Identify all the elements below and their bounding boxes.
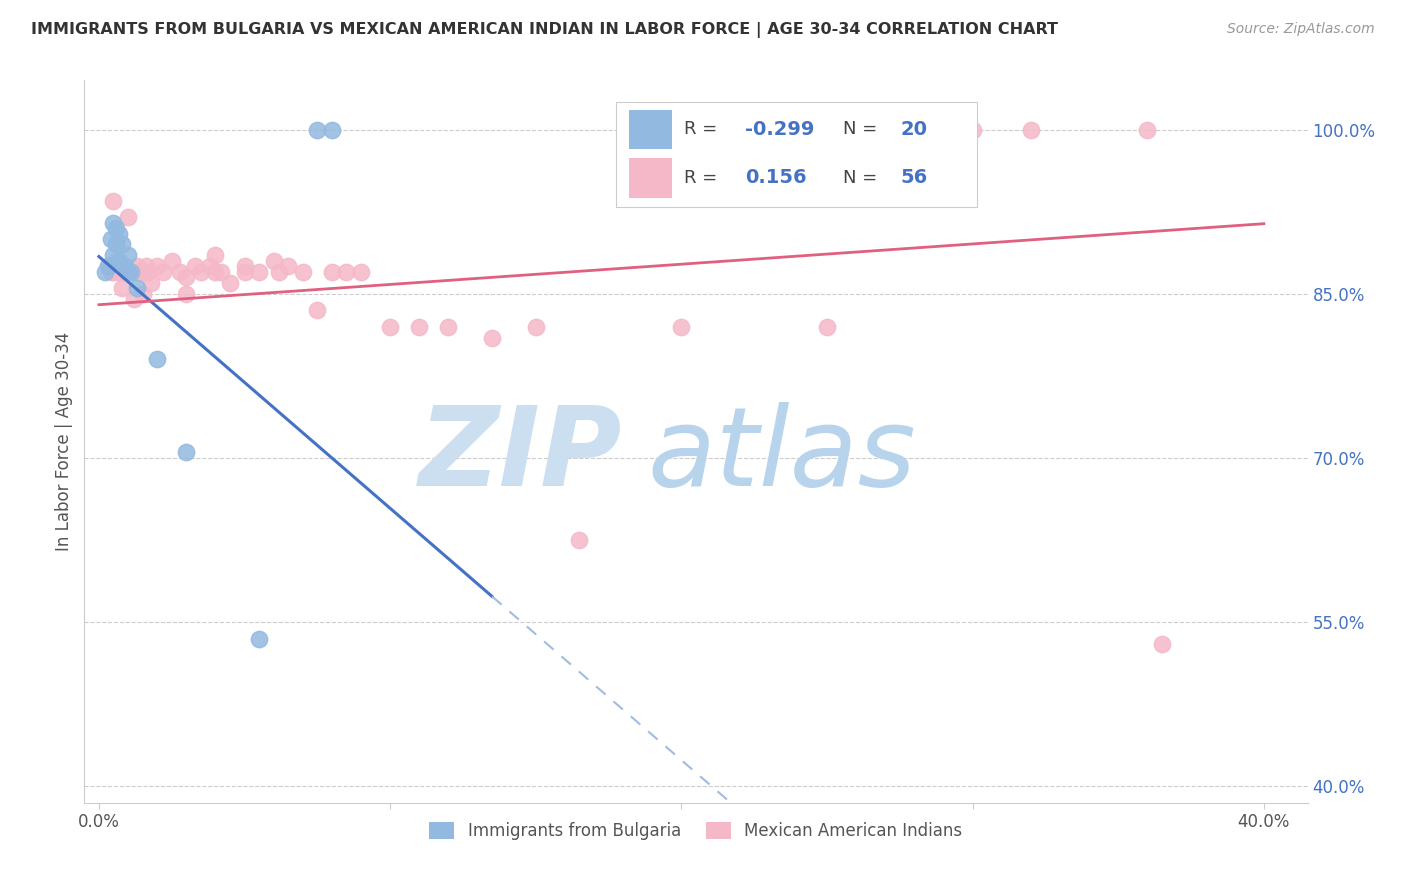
Point — [111, 237, 134, 252]
Point — [97, 260, 120, 274]
Text: 56: 56 — [900, 169, 928, 187]
Point — [138, 265, 160, 279]
Point — [117, 248, 139, 262]
Point — [152, 265, 174, 279]
Point — [350, 265, 373, 279]
Point — [103, 216, 125, 230]
Point — [117, 210, 139, 224]
Point — [204, 248, 226, 262]
Point — [114, 260, 136, 274]
Point — [481, 330, 503, 344]
Point — [209, 265, 232, 279]
Point — [321, 265, 343, 279]
Point — [103, 248, 125, 262]
Point — [307, 303, 329, 318]
Point — [146, 352, 169, 367]
Point — [111, 265, 134, 279]
Point — [671, 319, 693, 334]
Point — [103, 194, 125, 208]
Point — [125, 260, 148, 274]
Point — [103, 265, 125, 279]
FancyBboxPatch shape — [616, 102, 977, 207]
Text: IMMIGRANTS FROM BULGARIA VS MEXICAN AMERICAN INDIAN IN LABOR FORCE | AGE 30-34 C: IMMIGRANTS FROM BULGARIA VS MEXICAN AMER… — [31, 22, 1057, 38]
Point — [93, 265, 115, 279]
Point — [141, 276, 163, 290]
Point — [120, 265, 142, 279]
Point — [125, 281, 148, 295]
Point — [105, 253, 128, 268]
Point — [247, 265, 270, 279]
Point — [269, 265, 291, 279]
Point — [291, 265, 314, 279]
Point — [321, 122, 343, 136]
Text: R =: R = — [683, 120, 723, 138]
Point — [198, 260, 221, 274]
Point — [97, 260, 120, 274]
Text: -0.299: -0.299 — [745, 120, 814, 139]
Point — [131, 286, 153, 301]
Point — [1150, 637, 1173, 651]
Text: Source: ZipAtlas.com: Source: ZipAtlas.com — [1227, 22, 1375, 37]
Point — [247, 632, 270, 646]
Point — [233, 265, 256, 279]
FancyBboxPatch shape — [628, 110, 672, 149]
Point — [108, 227, 131, 241]
Point — [169, 265, 191, 279]
Point — [108, 253, 131, 268]
Legend: Immigrants from Bulgaria, Mexican American Indians: Immigrants from Bulgaria, Mexican Americ… — [423, 815, 969, 847]
Point — [100, 265, 122, 279]
FancyBboxPatch shape — [628, 158, 672, 198]
Point — [380, 319, 402, 334]
Point — [184, 260, 207, 274]
Text: 0.156: 0.156 — [745, 169, 807, 187]
Point — [160, 253, 183, 268]
Point — [568, 533, 591, 547]
Point — [114, 265, 136, 279]
Text: atlas: atlas — [647, 402, 915, 509]
Text: N =: N = — [842, 169, 883, 186]
Point — [122, 265, 145, 279]
Point — [962, 122, 984, 136]
Text: 20: 20 — [900, 120, 927, 139]
Point — [174, 445, 197, 459]
Point — [108, 265, 131, 279]
Point — [524, 319, 547, 334]
Point — [105, 221, 128, 235]
Point — [174, 270, 197, 285]
Text: ZIP: ZIP — [419, 402, 623, 509]
Point — [277, 260, 299, 274]
Point — [408, 319, 430, 334]
Point — [307, 122, 329, 136]
Point — [131, 265, 153, 279]
Point — [128, 265, 150, 279]
Point — [204, 265, 226, 279]
Point — [100, 232, 122, 246]
Point — [135, 260, 157, 274]
Point — [146, 260, 169, 274]
Point — [120, 265, 142, 279]
Y-axis label: In Labor Force | Age 30-34: In Labor Force | Age 30-34 — [55, 332, 73, 551]
Point — [105, 237, 128, 252]
Point — [1019, 122, 1042, 136]
Point — [122, 292, 145, 306]
Point — [190, 265, 212, 279]
Point — [263, 253, 285, 268]
Point — [437, 319, 460, 334]
Point — [219, 276, 242, 290]
Point — [233, 260, 256, 274]
Point — [1136, 122, 1159, 136]
Point — [174, 286, 197, 301]
Text: N =: N = — [842, 120, 883, 138]
Point — [117, 265, 139, 279]
Text: R =: R = — [683, 169, 723, 186]
Point — [335, 265, 357, 279]
Point — [815, 319, 838, 334]
Point — [111, 281, 134, 295]
